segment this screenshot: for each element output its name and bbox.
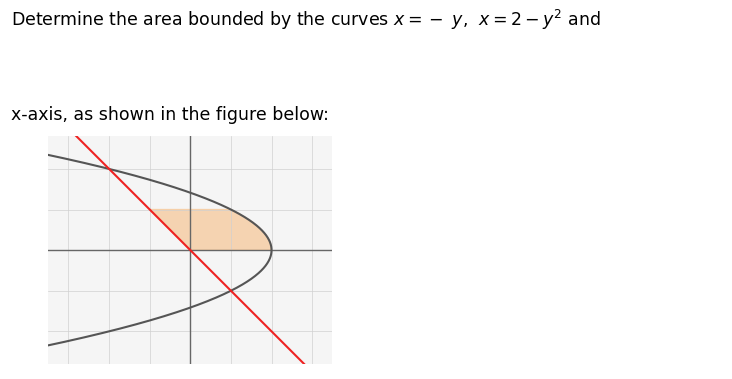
Text: x-axis, as shown in the figure below:: x-axis, as shown in the figure below: bbox=[11, 106, 329, 124]
Polygon shape bbox=[150, 210, 272, 250]
Text: Determine the area bounded by the curves $x =-$ $y$,  $x = 2 - y^{2}$ and: Determine the area bounded by the curves… bbox=[11, 8, 601, 32]
